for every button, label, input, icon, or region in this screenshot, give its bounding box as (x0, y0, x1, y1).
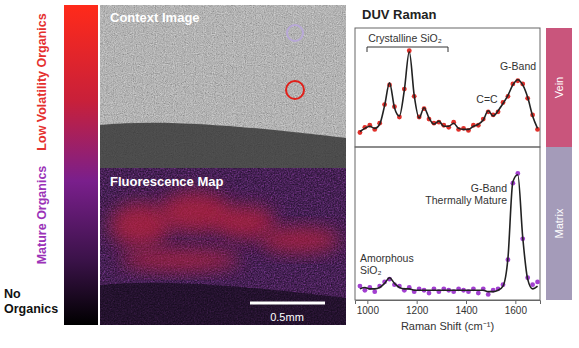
context-dark-band (100, 123, 346, 168)
panel-title: Context Image (110, 10, 200, 25)
fluorescence-blob (260, 228, 340, 252)
annotation: Amorphous (360, 252, 414, 264)
data-point (486, 292, 491, 297)
tick-mark (367, 300, 368, 304)
data-point (427, 291, 432, 296)
panel-label: Matrix (553, 208, 565, 238)
color-bar-label: Mature Organics (35, 166, 49, 265)
annotation-bracket (367, 47, 448, 52)
fit-line (360, 175, 538, 292)
tick: 1400 (455, 300, 478, 316)
plot-area (358, 171, 540, 297)
tick-mark (417, 300, 418, 304)
fluorescence-bg (100, 168, 346, 325)
tick-mark (515, 300, 516, 304)
scale-bar-label: 0.5mm (270, 311, 304, 323)
tick-label: 1000 (357, 305, 380, 316)
tick-label: 1600 (505, 305, 528, 316)
fit-line (360, 52, 538, 132)
plot-frame (355, 28, 540, 147)
tick: 1600 (505, 300, 528, 316)
annotation: Crystalline SiO₂ (368, 32, 442, 44)
annotation: G-Band (500, 60, 536, 72)
chart-title: DUV Raman (362, 7, 436, 22)
annotation: C=C (476, 93, 498, 105)
fluorescence-blob (120, 250, 240, 270)
context-marker (286, 81, 304, 99)
tick: 1000 (357, 300, 380, 316)
x-axis: 1000 1200 1400 1600 (356, 300, 541, 316)
fluorescence-map (100, 168, 346, 325)
annotation: Thermally Mature (425, 194, 507, 206)
panel-label: Vein (553, 77, 565, 98)
x-axis-title: Raman Shift (cm⁻¹) (401, 320, 494, 332)
panel-band (546, 147, 572, 300)
axis-line (356, 301, 541, 305)
context-bg (100, 5, 346, 168)
data-point (476, 291, 481, 296)
color-bar-label: Organics (4, 302, 58, 316)
color-bar-label: Low Volatility Organics (35, 13, 49, 150)
context-marker (287, 25, 303, 41)
color-bar-label: No (4, 287, 21, 301)
plot-area (358, 48, 540, 135)
context-texture (100, 5, 346, 168)
tick-label: 1400 (455, 305, 478, 316)
scale-bar (250, 302, 325, 305)
fluorescence-dark-band (100, 283, 346, 325)
tick-label: 1200 (406, 305, 429, 316)
data-point (535, 280, 540, 285)
plot-frame (355, 147, 540, 300)
annotation: G-Band (471, 182, 507, 194)
figure: Low Volatility Organics Mature Organics No… (0, 0, 579, 348)
tick-mark (466, 300, 467, 304)
tick: 1200 (406, 300, 429, 316)
fluorescence-blob (215, 206, 275, 238)
color-bar (64, 5, 98, 325)
panel-title: Fluorescence Map (110, 174, 223, 189)
fluorescence-texture (100, 168, 346, 325)
data-point (372, 289, 377, 294)
annotation: SiO₂ (360, 264, 382, 276)
panel-band (546, 28, 572, 147)
context-image (100, 5, 346, 168)
